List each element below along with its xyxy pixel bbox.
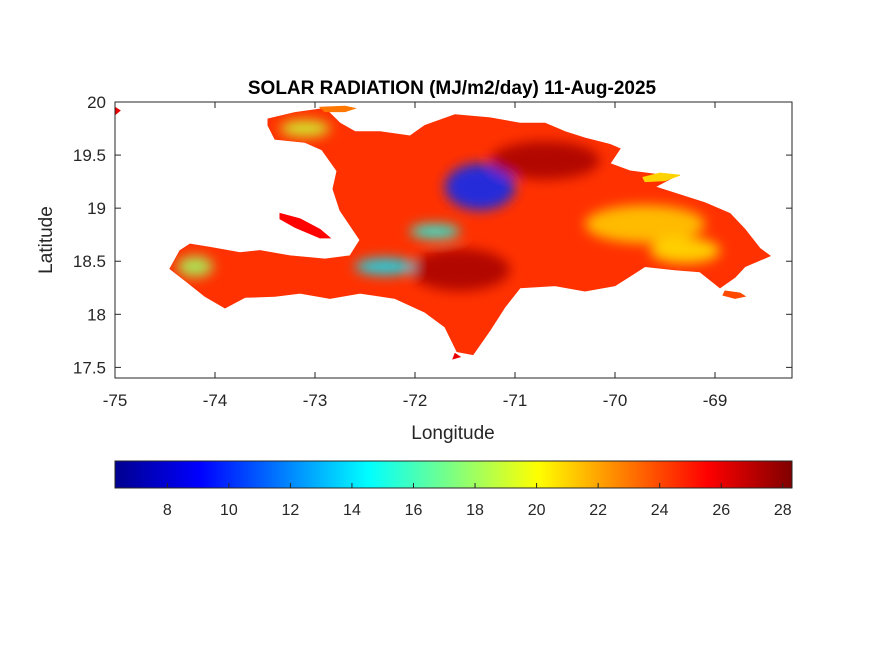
y-tick-label: 18 xyxy=(87,305,106,324)
x-tick-label: -69 xyxy=(703,391,728,410)
anomaly-cibao-valley-high xyxy=(490,141,600,180)
y-tick-label: 18.5 xyxy=(73,252,106,271)
x-tick-label: -71 xyxy=(503,391,528,410)
colorbar-tick-label: 8 xyxy=(163,502,172,519)
colorbar: 8 10 12 14 16 18 20 22 24 26 28 xyxy=(114,460,793,519)
y-tick-label: 19 xyxy=(87,199,106,218)
x-axis-label: Longitude xyxy=(411,423,494,444)
colorbar-tick-label: 22 xyxy=(589,502,607,519)
anomaly-eastern-plain-moderate xyxy=(585,205,705,244)
x-axis: -75 -74 -73 -72 -71 -70 -69 xyxy=(103,102,728,410)
anomaly-central-cordillera-low xyxy=(445,163,515,211)
y-axis: 17.5 18 18.5 19 19.5 20 xyxy=(73,93,792,377)
region-corner-pixel xyxy=(115,106,121,116)
x-tick-label: -70 xyxy=(603,391,628,410)
anomaly-southeast-moderate xyxy=(650,237,720,264)
chart-title: SOLAR RADIATION (MJ/m2/day) 11-Aug-2025 xyxy=(248,78,657,99)
anomaly-tiburon-west-moderate xyxy=(177,255,213,278)
colorbar-tick-label: 16 xyxy=(405,502,423,519)
region-main-island xyxy=(169,107,772,356)
region-saona-island xyxy=(722,290,747,299)
anomaly-massif-selle-low xyxy=(355,258,415,275)
colorbar-tick-label: 18 xyxy=(466,502,484,519)
colorbar-tick-label: 20 xyxy=(528,502,546,519)
colorbar-tick-label: 10 xyxy=(220,502,238,519)
x-tick-label: -75 xyxy=(103,391,128,410)
anomaly-central-plateau-low xyxy=(410,224,460,239)
x-tick-label: -72 xyxy=(403,391,428,410)
plot-frame xyxy=(114,101,793,379)
region-tortuga-island xyxy=(318,105,357,113)
colorbar-tick-label: 14 xyxy=(343,502,361,519)
region-gonave-island xyxy=(279,212,332,239)
y-tick-label: 20 xyxy=(87,93,106,112)
region-beata-island xyxy=(452,352,462,360)
map-layer xyxy=(115,105,772,360)
colorbar-tick-label: 12 xyxy=(282,502,300,519)
x-tick-label: -73 xyxy=(303,391,328,410)
anomaly-enriquillo-high xyxy=(410,248,510,291)
y-axis-label: Latitude xyxy=(36,206,57,274)
colorbar-tick-label: 28 xyxy=(774,502,792,519)
colorbar-tick-label: 24 xyxy=(651,502,669,519)
x-tick-label: -74 xyxy=(203,391,228,410)
y-tick-label: 17.5 xyxy=(73,358,106,377)
land-regions xyxy=(115,105,772,360)
colorbar-gradient xyxy=(114,460,793,489)
anomaly-northwest-peninsula-moderate xyxy=(280,120,330,137)
colorbar-ticks: 8 10 12 14 16 18 20 22 24 26 28 xyxy=(163,483,792,519)
radiation-anomalies xyxy=(177,120,720,291)
y-tick-label: 19.5 xyxy=(73,146,106,165)
colorbar-tick-label: 26 xyxy=(712,502,730,519)
region-samana-tip xyxy=(642,172,681,183)
